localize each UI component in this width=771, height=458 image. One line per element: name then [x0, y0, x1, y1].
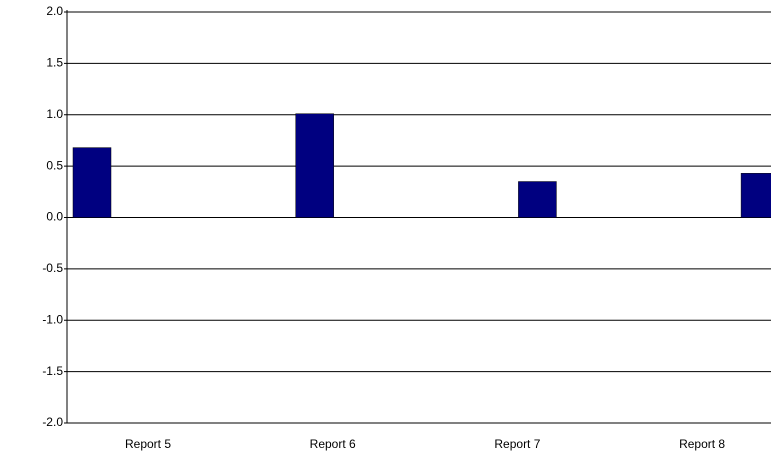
y-tick-label: -1.0 [42, 312, 63, 326]
bar [740, 173, 771, 218]
y-tick-label: 1.0 [46, 107, 63, 121]
bar [72, 147, 112, 218]
x-tick-label: Report 7 [494, 437, 540, 451]
x-tick-label: Report 5 [125, 437, 171, 451]
y-tick-label: 0.0 [46, 210, 63, 224]
x-tick-label: Report 6 [310, 437, 356, 451]
y-tick-label: 1.5 [46, 56, 63, 70]
y-tick-label: 0.5 [46, 158, 63, 172]
y-tick-label: -2.0 [42, 415, 63, 429]
y-tick-label: -1.5 [42, 364, 63, 378]
x-tick-label: Report 8 [679, 437, 725, 451]
bar [295, 113, 334, 218]
y-tick-label: 2.0 [46, 4, 63, 18]
y-tick-label: -0.5 [42, 261, 63, 275]
bar [518, 181, 557, 218]
